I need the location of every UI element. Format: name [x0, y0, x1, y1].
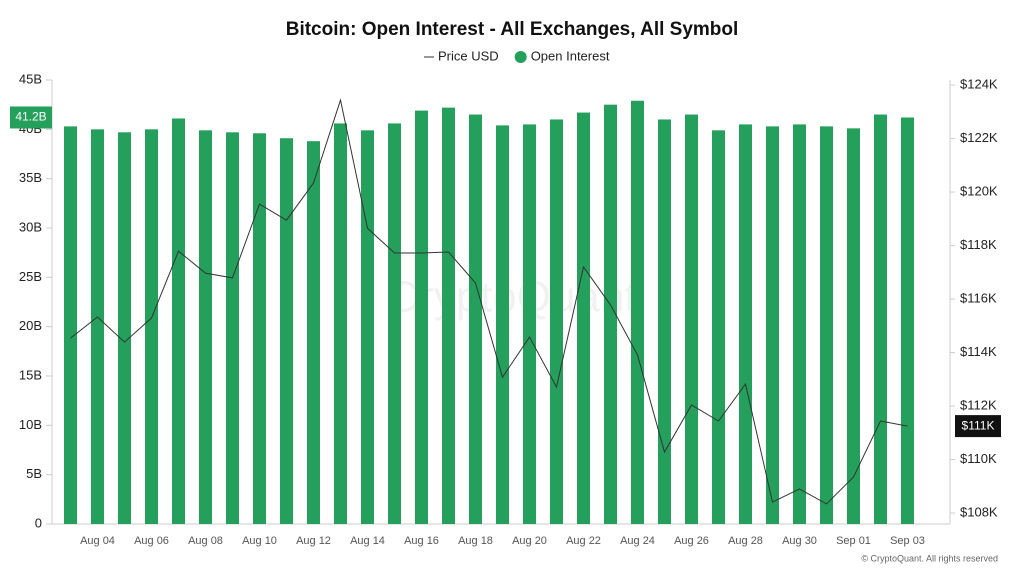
x-tick-label: Sep 01	[836, 535, 871, 547]
x-tick-label: Aug 30	[782, 535, 817, 547]
bar	[496, 125, 509, 525]
y2-tick-label: $112K	[960, 397, 997, 412]
bar	[253, 133, 266, 524]
bar	[847, 128, 860, 524]
bar	[145, 129, 158, 525]
bar	[712, 130, 725, 524]
y-tick-label: 45B	[19, 71, 42, 86]
y-tick-label: 10B	[19, 417, 42, 432]
bar	[550, 119, 563, 524]
bar	[172, 118, 185, 524]
x-tick-label: Aug 10	[242, 535, 277, 547]
bar	[658, 119, 671, 524]
y-tick-label: 5B	[26, 466, 42, 481]
x-tick-label: Aug 20	[512, 535, 547, 547]
bar	[766, 126, 779, 524]
y-tick-label: 35B	[19, 170, 42, 185]
x-tick-label: Aug 28	[728, 535, 763, 547]
end-label-box	[955, 415, 1001, 438]
y2-tick-label: $116K	[960, 290, 997, 305]
bar	[793, 124, 806, 525]
x-tick-label: Aug 08	[188, 535, 223, 547]
legend-label: Price USD	[438, 48, 499, 63]
y2-tick-label: $118K	[960, 237, 997, 252]
price-line	[70, 98, 908, 505]
legend-dot	[514, 51, 527, 63]
bar	[820, 126, 833, 524]
end-label: $111K	[962, 418, 995, 432]
y2-tick-label: $110K	[960, 451, 997, 466]
end-label-box	[10, 106, 52, 129]
y-tick-label: 25B	[19, 269, 42, 284]
bar	[442, 107, 455, 525]
y2-tick-label: $122K	[960, 130, 998, 145]
bar	[631, 100, 644, 524]
x-tick-label: Aug 26	[674, 535, 709, 547]
bar	[577, 112, 590, 524]
bar	[523, 124, 536, 525]
watermark: CryptoQuant	[387, 273, 636, 322]
bar	[739, 124, 752, 525]
bar	[280, 138, 293, 525]
bar	[226, 132, 239, 524]
bar	[874, 114, 887, 525]
x-tick-label: Aug 14	[350, 535, 385, 547]
x-tick-label: Aug 12	[296, 535, 331, 547]
bar	[361, 130, 374, 524]
footer: © CryptoQuant. All rights reserved	[861, 553, 998, 563]
x-tick-label: Aug 16	[404, 535, 439, 547]
bar	[685, 114, 698, 525]
y-tick-label: 15B	[19, 367, 42, 382]
y2-tick-label: $114K	[960, 344, 997, 359]
bar	[388, 123, 401, 524]
bar	[199, 130, 212, 524]
x-tick-label: Aug 06	[134, 535, 169, 547]
y2-tick-label: $120K	[960, 184, 998, 199]
y-tick-label: 0	[35, 515, 42, 530]
x-tick-label: Aug 24	[620, 535, 655, 547]
end-label: 41.2B	[15, 110, 46, 124]
y-tick-label: 20B	[19, 318, 42, 333]
bar	[64, 126, 77, 524]
bar	[334, 123, 347, 524]
bar	[118, 132, 131, 524]
bar	[91, 129, 104, 525]
y-tick-label: 30B	[19, 219, 42, 234]
x-tick-label: Aug 22	[566, 535, 601, 547]
chart-title: Bitcoin: Open Interest - All Exchanges, …	[286, 19, 739, 40]
x-tick-label: Sep 03	[890, 535, 925, 547]
bar	[307, 141, 320, 524]
bar	[604, 104, 617, 525]
y2-tick-label: $124K	[960, 77, 998, 92]
x-tick-label: Aug 04	[80, 535, 115, 547]
x-tick-label: Aug 18	[458, 535, 493, 547]
legend-label: Open Interest	[531, 48, 610, 63]
bar	[415, 110, 428, 524]
y2-tick-label: $108K	[960, 504, 998, 519]
bar	[901, 117, 914, 524]
bar	[469, 114, 482, 525]
